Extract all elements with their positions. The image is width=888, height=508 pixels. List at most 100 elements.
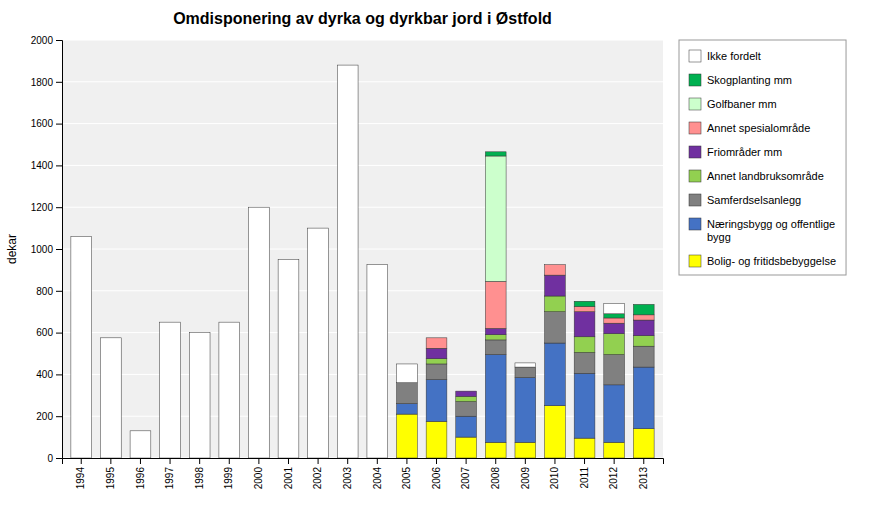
x-tick-mark [288, 458, 289, 464]
x-axis-line [63, 459, 664, 465]
bar [456, 391, 477, 396]
bar [397, 404, 418, 414]
series [426, 275, 654, 396]
bar [574, 337, 595, 353]
x-tick-mark [170, 458, 171, 464]
bar [397, 383, 418, 404]
x-tick-label: 1999 [223, 467, 234, 490]
y-tick-mark [56, 374, 62, 375]
x-tick: 2012 [608, 458, 619, 489]
legend-item: Annet landbruksområde [689, 170, 824, 182]
x-tick-label: 1997 [164, 467, 175, 490]
series [397, 312, 655, 417]
y-tick-mark [56, 416, 62, 417]
x-tick: 1995 [105, 458, 116, 489]
bar [574, 438, 595, 458]
x-tick-label: 2005 [401, 467, 412, 490]
bar [456, 416, 477, 437]
bar [545, 296, 566, 312]
legend-label: Bolig- og fritidsbebyggelse [707, 255, 836, 267]
bar [456, 391, 477, 392]
y-axis: 0200400600800100012001400160018002000 [31, 35, 63, 464]
x-tick: 2009 [520, 458, 531, 489]
y-tick: 1000 [31, 244, 62, 255]
y-tick-label: 1600 [31, 118, 54, 129]
x-tick-mark [466, 458, 467, 464]
bar [633, 304, 654, 305]
bar [426, 338, 447, 348]
bar [367, 265, 388, 458]
bar [219, 322, 240, 458]
bar [515, 442, 536, 458]
y-tick-label: 800 [36, 286, 53, 297]
bar [574, 306, 595, 311]
bar [160, 322, 181, 458]
x-tick: 2005 [401, 458, 412, 489]
grid-line [62, 290, 663, 291]
x-tick-mark [643, 458, 644, 464]
bar [189, 333, 210, 458]
bar [426, 364, 447, 380]
x-tick-label: 2006 [431, 467, 442, 490]
bar [485, 328, 506, 334]
legend-label-line: Golfbaner mm [707, 98, 777, 110]
x-tick: 2013 [638, 458, 649, 489]
bar [604, 334, 625, 355]
x-tick-mark [229, 458, 230, 464]
grid [62, 40, 663, 458]
legend-label-line: Skogplanting mm [707, 74, 792, 86]
bar [337, 65, 358, 458]
chart: 0200400600800100012001400160018002000199… [0, 0, 888, 508]
x-tick-mark [258, 458, 259, 464]
bar [456, 396, 477, 401]
x-tick-label: 2001 [283, 467, 294, 490]
legend-swatch [689, 146, 701, 158]
legend-label-line: Samferdselsanlegg [707, 194, 801, 206]
x-tick-label: 2003 [342, 467, 353, 490]
x-tick-mark [495, 458, 496, 464]
bar [633, 304, 654, 314]
y-tick-mark [56, 207, 62, 208]
y-tick: 600 [36, 327, 62, 338]
bar [485, 151, 506, 152]
bar [574, 352, 595, 373]
grid-line [62, 249, 663, 250]
grid-line [62, 40, 663, 41]
y-tick-mark [56, 40, 62, 41]
bar [545, 312, 566, 343]
bar [633, 429, 654, 458]
bar [278, 259, 299, 458]
series [71, 65, 625, 458]
y-tick-mark [56, 458, 62, 459]
legend-label: Næringsbygg og offentligebygg [707, 218, 835, 243]
bar [426, 380, 447, 422]
bar [545, 264, 566, 265]
legend-item: Skogplanting mm [689, 74, 792, 86]
y-tick-label: 1800 [31, 77, 54, 88]
bar [545, 275, 566, 296]
x-tick: 2011 [579, 458, 590, 489]
bar [574, 301, 595, 302]
x-tick-label: 2000 [253, 467, 264, 490]
bar [604, 303, 625, 313]
grid-line [62, 207, 663, 208]
legend-label-line: Annet landbruksområde [707, 170, 824, 182]
legend-swatch [689, 50, 701, 62]
x-tick-mark [140, 458, 141, 464]
grid-line [62, 332, 663, 333]
legend-item: Ikke fordelt [689, 50, 761, 62]
legend-label-line: Friområder mm [707, 146, 782, 158]
legend-label-line: Ikke fordelt [707, 50, 761, 62]
x-tick: 1999 [223, 458, 234, 489]
x-tick: 2006 [431, 458, 442, 489]
grid-line [62, 374, 663, 375]
bar [545, 264, 566, 265]
legend-item: Bolig- og fritidsbebyggelse [689, 255, 836, 267]
x-tick: 2004 [372, 458, 383, 489]
x-tick: 2001 [283, 458, 294, 489]
legend-label: Samferdselsanlegg [707, 194, 801, 206]
legend-label-line: Annet spesialområde [707, 122, 810, 134]
series [426, 296, 654, 402]
x-tick-mark [554, 458, 555, 464]
legend-item: Friområder mm [689, 146, 782, 158]
